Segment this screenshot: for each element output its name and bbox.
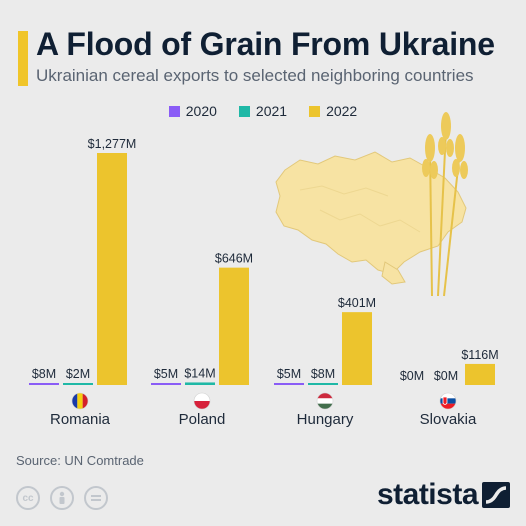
title-accent-bar (18, 31, 28, 86)
data-label-2022-poland: $646M (215, 252, 253, 266)
hungary-flag-icon (316, 392, 334, 410)
legend-label-2021: 2021 (255, 103, 288, 119)
data-label-2021-poland: $14M (184, 366, 215, 380)
data-label-2022-romania: $1,277M (88, 137, 137, 151)
bar-2020-romania (29, 383, 59, 385)
poland-flag-icon (193, 392, 211, 410)
bar-2021-poland (185, 382, 215, 385)
data-label-2020-hungary: $5M (277, 367, 301, 381)
statista-logo-icon (482, 482, 510, 508)
chart-title: A Flood of Grain From Ukraine (36, 26, 495, 62)
equals-icon[interactable] (84, 486, 108, 510)
legend-item-2020: 2020 (168, 103, 217, 119)
ukraine-map-icon (275, 151, 467, 285)
category-label-romania: Romania (50, 411, 111, 428)
bar-2022-poland (219, 267, 249, 385)
category-label-slovakia: Slovakia (420, 411, 477, 428)
data-label-2021-slovakia: $0M (434, 369, 458, 383)
legend-label-2022: 2022 (326, 103, 358, 119)
bar-2020-poland (151, 383, 181, 385)
person-icon[interactable] (50, 486, 74, 510)
data-label-2021-hungary: $8M (311, 367, 335, 381)
legend-item-2022: 2022 (309, 103, 357, 119)
legend-swatch-2022 (309, 105, 321, 117)
legend-swatch-2021 (238, 105, 250, 117)
romania-flag-icon (71, 392, 89, 410)
chart-subtitle: Ukrainian cereal exports to selected nei… (36, 66, 474, 85)
source-note: Source: UN Comtrade (16, 453, 144, 468)
bar-2022-hungary (342, 312, 372, 385)
data-label-2020-slovakia: $0M (400, 369, 424, 383)
statista-brand[interactable]: statista (377, 478, 510, 512)
data-label-2022-slovakia: $116M (461, 348, 498, 362)
legend-item-2021: 2021 (238, 103, 288, 119)
bar-2022-slovakia (465, 363, 495, 385)
bar-2021-hungary (308, 383, 338, 385)
legend-swatch-2020 (168, 105, 180, 117)
bar-2021-romania (63, 383, 93, 385)
data-label-2021-romania: $2M (66, 367, 90, 381)
slovakia-flag-icon (439, 392, 457, 410)
bar-2020-hungary (274, 383, 304, 385)
cc-icon[interactable]: cc (16, 486, 40, 510)
category-label-poland: Poland (179, 411, 226, 428)
data-label-2022-hungary: $401M (338, 296, 376, 310)
data-label-2020-romania: $8M (32, 367, 56, 381)
data-label-2020-poland: $5M (154, 367, 178, 381)
brand-name: statista (376, 478, 479, 511)
wheat-icon (422, 112, 468, 297)
bar-2022-romania (97, 153, 127, 385)
legend: 2020 2021 2022 (0, 103, 526, 119)
legend-label-2020: 2020 (185, 103, 217, 119)
category-label-hungary: Hungary (297, 411, 354, 428)
